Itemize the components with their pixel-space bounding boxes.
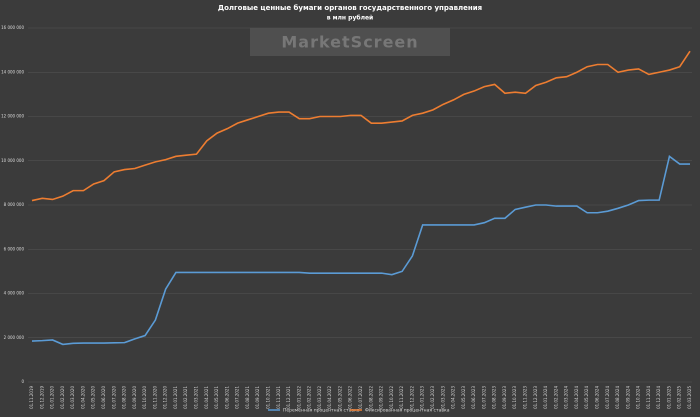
x-tick-label: 01.01.2020 (50, 386, 55, 409)
x-tick-label: 01.02.2024 (553, 386, 558, 409)
x-tick-label: 01.04.2023 (451, 386, 456, 409)
x-tick-label: 01.07.2020 (111, 386, 116, 409)
x-tick-label: 01.10.2021 (265, 386, 270, 409)
y-tick-label: 12 000 000 (1, 114, 24, 119)
x-tick-label: 01.01.2022 (296, 386, 301, 409)
x-tick-label: 01.04.2021 (204, 386, 209, 409)
x-tick-label: 01.11.2023 (523, 386, 528, 409)
x-tick-label: 01.05.2023 (461, 386, 466, 409)
series-line (31, 50, 691, 202)
legend-label: Фиксированная процентная ставка (365, 408, 450, 414)
legend-label: Переменная процентная ставка (283, 408, 360, 414)
x-tick-label: 01.05.2021 (214, 386, 219, 409)
x-tick-label: 01.04.2022 (327, 386, 332, 409)
x-tick-label: 01.03.2020 (70, 386, 75, 409)
x-tick-label: 01.06.2022 (348, 386, 353, 409)
x-tick-label: 01.09.2020 (132, 386, 137, 409)
x-tick-label: 01.01.2023 (420, 386, 425, 409)
x-tick-label: 01.04.2020 (80, 386, 85, 409)
x-tick-label: 01.09.2021 (255, 386, 260, 409)
y-tick-label: 10 000 000 (1, 158, 24, 163)
x-tick-label: 01.05.2022 (337, 386, 342, 409)
x-tick-label: 01.11.2024 (646, 386, 651, 409)
x-tick-label: 01.08.2023 (492, 386, 497, 409)
x-tick-label: 01.02.2025 (677, 386, 682, 409)
y-tick-label: 16 000 000 (1, 25, 24, 30)
x-tick-label: 01.03.2024 (564, 386, 569, 409)
x-tick-label: 01.03.2022 (317, 386, 322, 409)
x-tick-label: 01.07.2022 (358, 386, 363, 409)
x-tick-label: 01.06.2024 (594, 386, 599, 409)
series-line (31, 154, 690, 346)
x-tick-label: 01.08.2022 (368, 386, 373, 409)
x-tick-label: 01.06.2023 (471, 386, 476, 409)
watermark: MarketScreen (281, 33, 418, 52)
x-tick-label: 01.03.2021 (194, 386, 199, 409)
x-tick-label: 01.11.2020 (152, 386, 157, 409)
x-tick-label: 01.12.2020 (163, 386, 168, 409)
x-tick-label: 01.09.2024 (625, 386, 630, 409)
x-tick-label: 01.06.2020 (101, 386, 106, 409)
x-tick-label: 01.11.2021 (276, 386, 281, 409)
x-tick-label: 01.12.2023 (533, 386, 538, 409)
x-tick-label: 01.02.2021 (183, 386, 188, 409)
x-tick-label: 01.11.2019 (29, 386, 34, 409)
x-tick-label: 01.07.2023 (481, 386, 486, 409)
x-tick-label: 01.02.2023 (430, 386, 435, 409)
x-tick-label: 01.11.2022 (399, 386, 404, 409)
y-tick-label: 8 000 000 (4, 202, 25, 207)
x-tick-label: 01.08.2020 (122, 386, 127, 409)
x-tick-label: 01.12.2019 (39, 386, 44, 409)
watermark-box (250, 28, 450, 56)
x-tick-label: 01.03.2025 (687, 386, 692, 409)
x-tick-label: 01.08.2021 (245, 386, 250, 409)
x-tick-label: 01.12.2021 (286, 386, 291, 409)
y-tick-label: 6 000 000 (4, 246, 25, 251)
x-tick-label: 01.12.2022 (409, 386, 414, 409)
x-tick-label: 01.06.2021 (224, 386, 229, 409)
x-tick-label: 01.10.2024 (636, 386, 641, 409)
x-tick-label: 01.02.2020 (60, 386, 65, 409)
x-tick-label: 01.05.2020 (91, 386, 96, 409)
chart-title: Долговые ценные бумаги органов государст… (218, 4, 482, 12)
x-tick-label: 01.10.2020 (142, 386, 147, 409)
x-tick-label: 01.12.2024 (656, 386, 661, 409)
x-tick-label: 01.07.2021 (235, 386, 240, 409)
x-tick-label: 01.09.2022 (379, 386, 384, 409)
chart-subtitle: в млн рублей (327, 15, 373, 22)
x-tick-label: 01.01.2021 (173, 386, 178, 409)
x-tick-label: 01.09.2023 (502, 386, 507, 409)
x-tick-label: 01.03.2023 (440, 386, 445, 409)
x-tick-label: 01.04.2024 (574, 386, 579, 409)
y-tick-label: 14 000 000 (1, 69, 24, 74)
x-tick-label: 01.07.2024 (605, 386, 610, 409)
x-tick-label: 01.08.2024 (615, 386, 620, 409)
y-tick-label: 4 000 000 (4, 291, 25, 296)
x-tick-label: 01.01.2025 (666, 386, 671, 409)
y-tick-label: 2 000 000 (4, 335, 25, 340)
x-tick-label: 01.05.2024 (584, 386, 589, 409)
y-tick-label: 0 (21, 379, 24, 384)
x-tick-label: 01.10.2022 (389, 386, 394, 409)
x-tick-label: 01.02.2022 (307, 386, 312, 409)
x-tick-label: 01.10.2023 (512, 386, 517, 409)
x-tick-label: 01.01.2024 (543, 386, 548, 409)
